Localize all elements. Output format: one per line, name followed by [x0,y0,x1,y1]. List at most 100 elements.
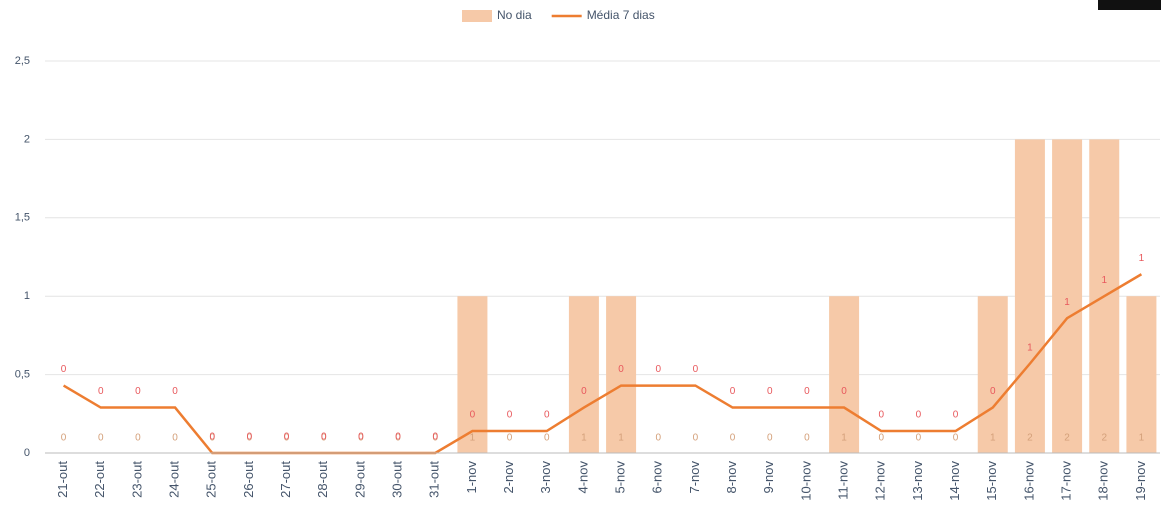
x-tick-label: 13-nov [910,461,925,501]
x-tick-label: 19-nov [1133,461,1148,501]
bar-label: 1 [841,433,847,444]
x-tick-label: 29-out [352,461,367,498]
bar-label: 0 [507,433,513,444]
line-label: 0 [172,386,178,397]
legend-label: Média 7 dias [587,8,655,22]
x-tick-label: 16-nov [1021,461,1036,501]
line-label: 0 [61,364,67,375]
x-tick-label: 8-nov [724,461,739,494]
bar-label: 2 [1027,433,1033,444]
line-label: 0 [432,432,438,443]
x-tick-label: 5-nov [613,461,628,494]
x-tick-label: 23-out [129,461,144,498]
bar [1126,296,1157,453]
x-tick-label: 25-out [204,461,219,498]
x-tick-label: 31-out [427,461,442,498]
x-tick-label: 27-out [278,461,293,498]
x-tick-label: 22-out [92,461,107,498]
bar-label: 0 [247,433,253,444]
bar [1014,139,1045,453]
x-tick-label: 28-out [315,461,330,498]
line-label: 0 [395,432,401,443]
bar-label: 0 [655,433,661,444]
bar [457,296,488,453]
x-tick-label: 6-nov [650,461,665,494]
bar-label: 0 [767,433,773,444]
bar-label: 1 [470,433,476,444]
line-label: 0 [581,386,587,397]
bar-label: 1 [1139,433,1145,444]
x-tick-label: 17-nov [1059,461,1074,501]
y-tick-label: 2,5 [15,55,30,67]
bar-label: 0 [358,433,364,444]
x-tick-label: 4-nov [575,461,590,494]
bar-label: 2 [1101,433,1107,444]
bar-label: 1 [581,433,587,444]
x-tick-label: 9-nov [761,461,776,494]
bar-label: 0 [953,433,959,444]
bar-label: 0 [135,433,141,444]
line-label: 0 [321,432,327,443]
y-tick-label: 2 [24,133,30,145]
x-tick-label: 1-nov [464,461,479,494]
y-tick-label: 1 [24,290,30,302]
bar-label: 0 [98,433,104,444]
line-label: 0 [878,410,884,421]
bar-label: 2 [1064,433,1070,444]
bar-label: 0 [730,433,736,444]
line-label: 0 [841,386,847,397]
line-label: 0 [544,410,550,421]
bar-label: 0 [804,433,810,444]
line-label: 1 [1139,253,1145,264]
line-label: 0 [916,410,922,421]
line-label: 0 [358,432,364,443]
bar-label: 0 [878,433,884,444]
line-label: 0 [618,364,624,375]
x-tick-label: 7-nov [687,461,702,494]
logo [1098,0,1161,10]
x-tick-label: 10-nov [798,461,813,501]
y-tick-label: 0 [24,447,30,459]
line-label: 0 [953,410,959,421]
x-tick-label: 2-nov [501,461,516,494]
bar [568,296,599,453]
bar-label: 0 [395,433,401,444]
line-label: 0 [804,386,810,397]
x-tick-label: 30-out [390,461,405,498]
line-label: 0 [247,432,253,443]
line-label: 0 [693,364,699,375]
x-tick-label: 14-nov [947,461,962,501]
x-tick-label: 26-out [241,461,256,498]
bar-label: 0 [432,433,438,444]
bar [829,296,860,453]
y-tick-label: 1,5 [15,212,30,224]
line-label: 0 [98,386,104,397]
x-tick-label: 11-nov [836,461,851,500]
bar-label: 0 [61,433,67,444]
x-tick-label: 3-nov [538,461,553,494]
line-label: 0 [284,432,290,443]
line-label: 0 [470,410,476,421]
bar [606,296,637,453]
bar-label: 0 [916,433,922,444]
bar [977,296,1008,453]
bar [1052,139,1083,453]
x-tick-label: 21-out [55,461,70,498]
line-label: 1 [1064,297,1070,308]
bar-label: 0 [284,433,290,444]
bar-label: 0 [693,433,699,444]
bar-label: 0 [172,433,178,444]
line-label: 0 [990,386,996,397]
line-label: 1 [1101,275,1107,286]
line-label: 0 [767,386,773,397]
line-label: 0 [507,410,513,421]
line-label: 0 [730,386,736,397]
bar-label: 0 [321,433,327,444]
line-label: 0 [209,432,215,443]
x-tick-label: 24-out [167,461,182,498]
bar-label: 0 [209,433,215,444]
x-tick-label: 15-nov [984,461,999,501]
x-tick-label: 12-nov [873,461,888,501]
line-label: 0 [655,364,661,375]
